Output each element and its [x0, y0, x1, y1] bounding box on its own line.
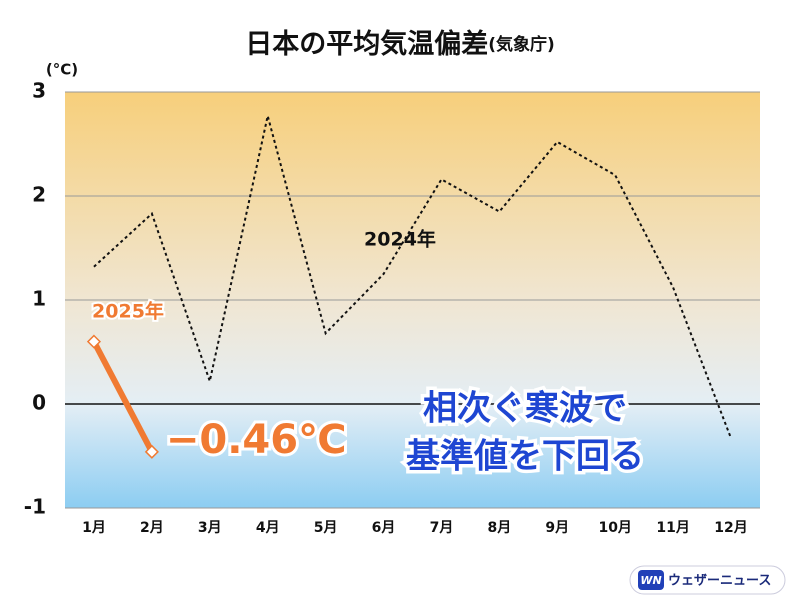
x-tick-label: 3月 — [198, 520, 222, 536]
chart-title: 日本の平均気温偏差(気象庁) — [245, 28, 555, 60]
y-tick-label: -1 — [24, 495, 46, 519]
y-tick-label: 0 — [32, 391, 46, 415]
marker — [144, 444, 159, 459]
title-main: 日本の平均気温偏差 — [245, 28, 488, 60]
x-tick-label: 5月 — [314, 520, 338, 536]
y-unit: (°C) — [46, 61, 78, 79]
logo-icon — [638, 570, 664, 590]
logo-text: ウェザーニュース — [668, 574, 771, 589]
series-line — [91, 340, 155, 454]
series-label: 2024年 — [364, 228, 436, 251]
logo: WN ウェザーニュース — [629, 565, 786, 595]
annotation: 基準値を下回る — [406, 437, 644, 477]
series-line — [93, 115, 732, 439]
x-tick-label: 7月 — [430, 520, 454, 536]
marker — [86, 334, 102, 349]
title-source: (気象庁) — [488, 34, 555, 55]
logo-box — [629, 565, 786, 595]
y-tick-label: 1 — [32, 287, 46, 311]
data-label: −0.46℃ — [166, 417, 347, 463]
x-tick-label: 2月 — [140, 520, 164, 536]
x-tick-label: 6月 — [372, 520, 396, 536]
x-tick-label: 8月 — [488, 520, 512, 536]
x-tick-label: 11月 — [656, 520, 689, 536]
x-tick-label: 1月 — [82, 520, 106, 536]
annotation: 相次ぐ寒波で — [423, 389, 627, 429]
x-tick-label: 12月 — [714, 520, 747, 536]
x-tick-label: 4月 — [256, 520, 280, 536]
x-tick-label: 9月 — [545, 520, 569, 536]
series-label: 2025年 — [92, 300, 164, 323]
y-tick-label: 3 — [32, 79, 46, 103]
x-tick-label: 10月 — [598, 520, 631, 536]
logo-mark: WN — [640, 574, 661, 587]
y-tick-label: 2 — [32, 183, 46, 207]
